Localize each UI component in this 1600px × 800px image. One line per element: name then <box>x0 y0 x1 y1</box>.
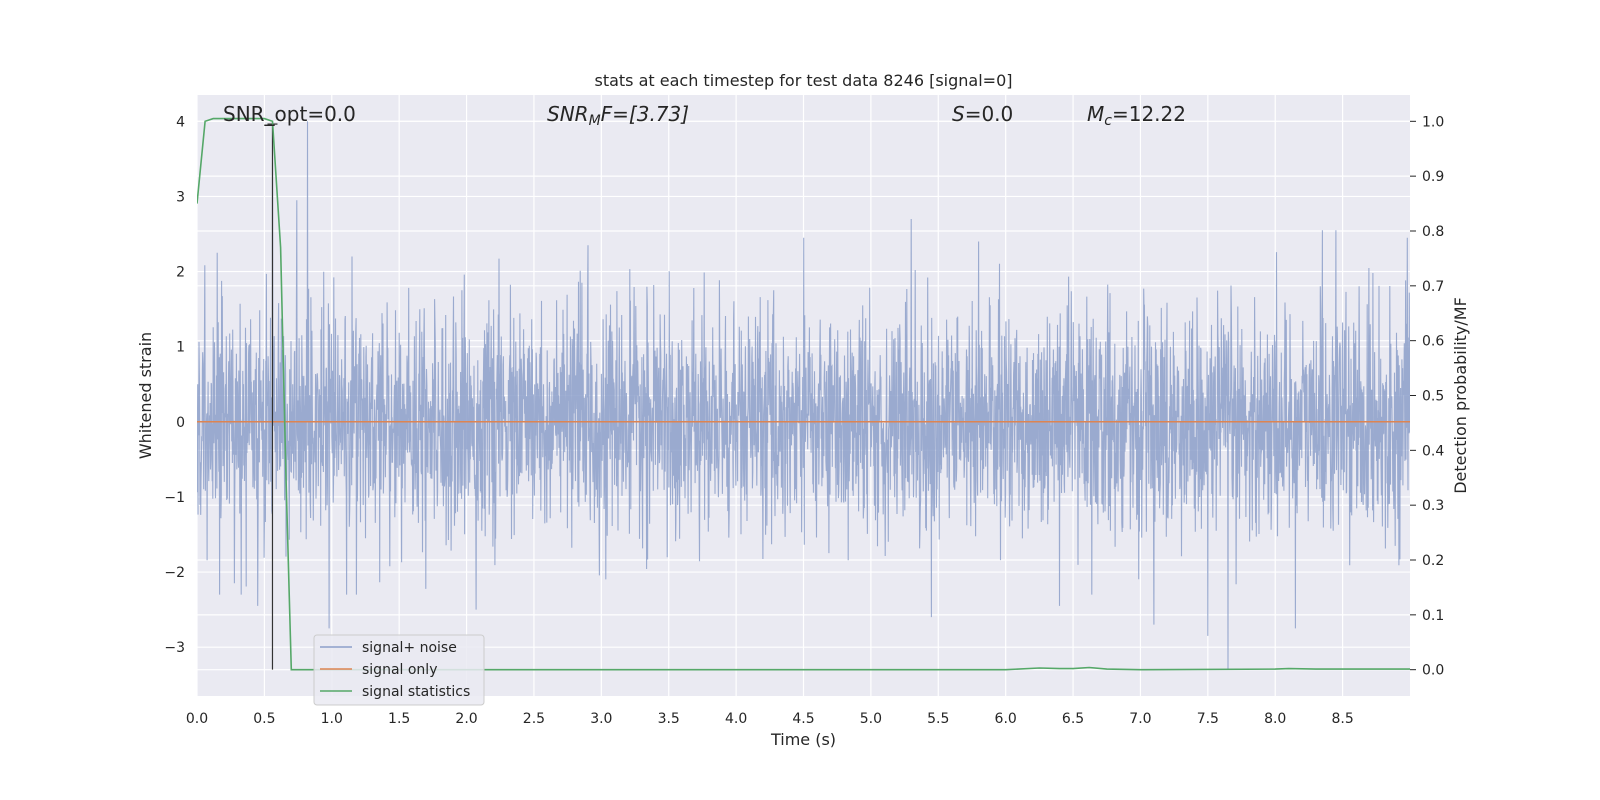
annotation-s: S=0.0 <box>952 102 1013 126</box>
y-right-tick-label: 0.7 <box>1422 279 1444 295</box>
annotation-snr-mf-name: SNR <box>547 102 589 126</box>
x-tick-label: 2.5 <box>523 711 545 727</box>
y-right-tick-label: 0.6 <box>1422 334 1444 350</box>
y-left-axis-ticks: 4 3 2 1 0 −1 −2 −3 <box>164 114 185 656</box>
y-right-tick-label: 0.5 <box>1422 389 1444 405</box>
x-tick-label: 3.5 <box>658 711 680 727</box>
legend: signal+ noise signal only signal statist… <box>313 634 485 706</box>
x-tick-label: 0.0 <box>186 711 208 727</box>
legend-box <box>313 634 485 706</box>
y-left-tick-label: −1 <box>164 490 185 506</box>
x-tick-label: 8.5 <box>1331 711 1353 727</box>
series-lines <box>197 117 1410 671</box>
y-left-tick-label: 4 <box>176 114 185 130</box>
annotation-mc: Mc=12.22 <box>1087 102 1186 129</box>
legend-label-signal-noise: signal+ noise <box>362 640 457 656</box>
x-tick-label: 0.5 <box>253 711 275 727</box>
y-left-tick-label: 3 <box>176 189 185 205</box>
x-tick-label: 7.0 <box>1129 711 1151 727</box>
annotation-snr-mf-f: F=[3.73] <box>601 102 689 126</box>
y-right-tick-label: 0.2 <box>1422 553 1444 569</box>
annotation-snr-mf: SNRMF=[3.73] <box>547 102 689 129</box>
x-tick-label: 4.5 <box>792 711 814 727</box>
y-left-tick-label: 2 <box>176 265 185 281</box>
x-tick-label: 8.0 <box>1264 711 1286 727</box>
legend-label-signal-only: signal only <box>362 662 437 678</box>
annotation-s-value: =0.0 <box>965 102 1014 126</box>
x-tick-label: 1.0 <box>321 711 343 727</box>
x-axis-ticks: 0.0 0.5 1.0 1.5 2.0 2.5 3.0 3.5 4.0 4.5 5.0 5.5 6.0 6… <box>186 711 1354 727</box>
annotation-s-name: S <box>952 102 965 126</box>
annotation-mc-name: M <box>1087 102 1104 126</box>
series-signal-noise <box>197 121 1410 670</box>
y-right-axis-ticks: 1.0 0.9 0.8 0.7 0.6 0.5 0.4 0.3 0.2 0.1 0.0 <box>1410 114 1444 679</box>
annotation-mc-sub: c <box>1104 113 1112 129</box>
y-right-tick-label: 0.9 <box>1422 169 1444 185</box>
x-tick-label: 4.0 <box>725 711 747 727</box>
chart-title: stats at each timestep for test data 824… <box>594 71 1012 90</box>
x-tick-label: 5.0 <box>860 711 882 727</box>
x-tick-label: 1.5 <box>388 711 410 727</box>
legend-label-signal-statistics: signal statistics <box>362 684 470 700</box>
x-tick-label: 2.0 <box>455 711 477 727</box>
annotation-mc-value: =12.22 <box>1112 102 1186 126</box>
x-tick-label: 3.0 <box>590 711 612 727</box>
x-tick-label: 6.5 <box>1062 711 1084 727</box>
y-right-tick-label: 0.0 <box>1422 663 1444 679</box>
annotation-snr-opt: SNR_opt=0.0 <box>223 102 356 126</box>
y-right-tick-label: 0.4 <box>1422 443 1444 459</box>
series-line-signal-statistics <box>197 117 1410 671</box>
x-tick-label: 6.0 <box>995 711 1017 727</box>
x-axis-label: Time (s) <box>770 730 836 749</box>
series-line-signal-noise <box>197 121 1410 670</box>
y-left-tick-label: 1 <box>176 340 185 356</box>
y-right-tick-label: 0.3 <box>1422 498 1444 514</box>
y-right-axis-label: Detection probability/MF <box>1451 297 1470 494</box>
y-left-axis-label: Whitened strain <box>136 332 155 459</box>
y-right-tick-label: 0.8 <box>1422 224 1444 240</box>
y-left-tick-label: −2 <box>164 565 185 581</box>
y-left-tick-label: 0 <box>176 415 185 431</box>
y-left-tick-label: −3 <box>164 640 185 656</box>
y-right-tick-label: 1.0 <box>1422 114 1444 130</box>
annotation-snr-mf-sub: M <box>589 113 601 129</box>
y-right-tick-label: 0.1 <box>1422 608 1444 624</box>
x-tick-label: 7.5 <box>1197 711 1219 727</box>
x-tick-label: 5.5 <box>927 711 949 727</box>
